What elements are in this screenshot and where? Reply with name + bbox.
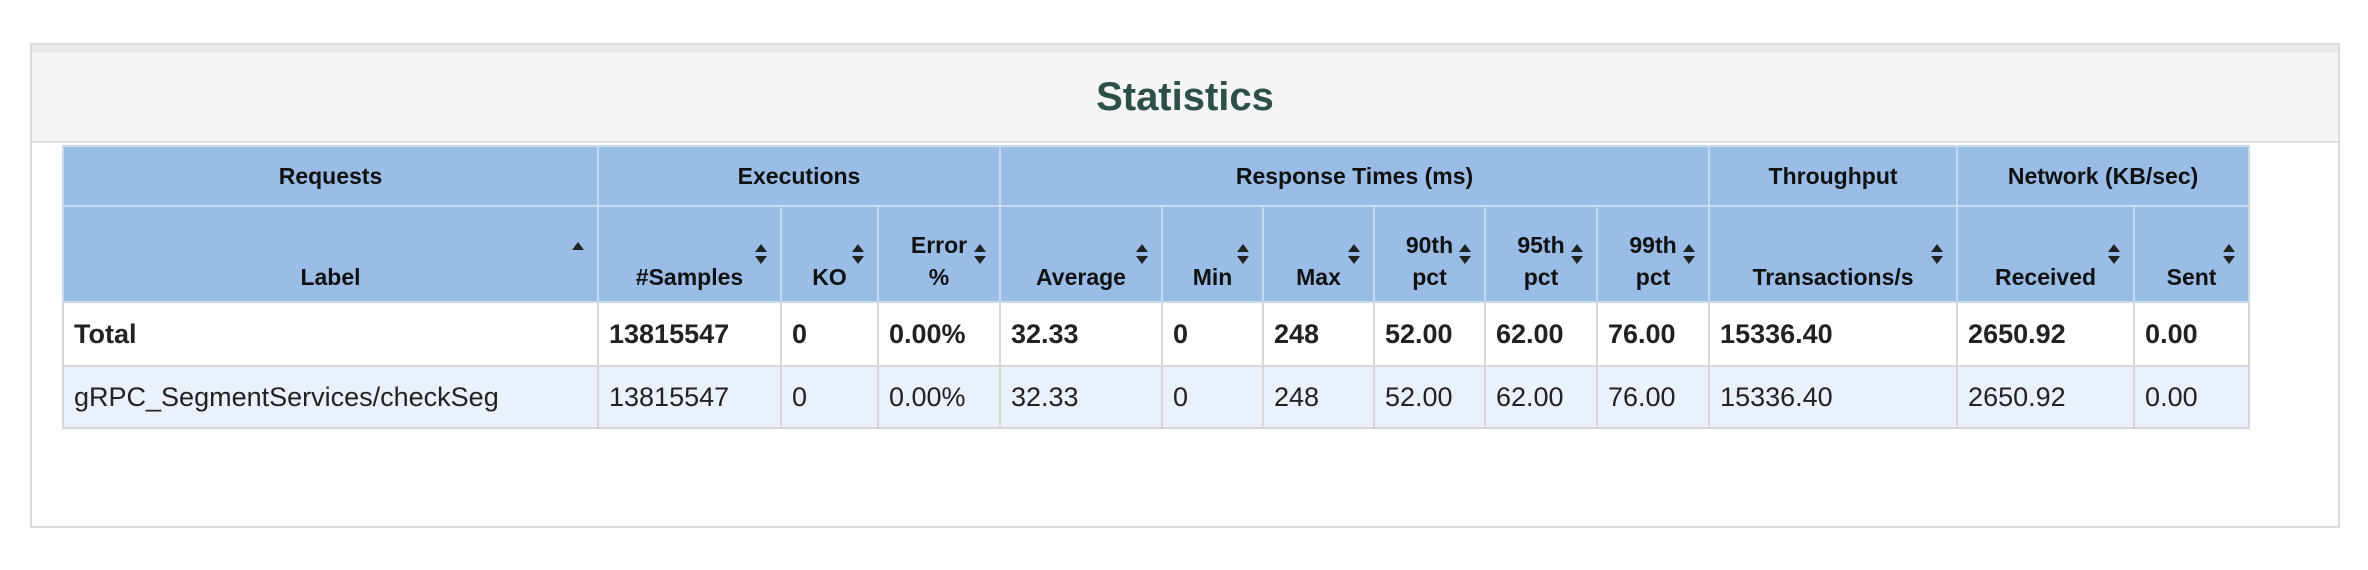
sort-icon <box>974 244 986 264</box>
column-header-label[interactable]: Label <box>62 205 599 303</box>
group-executions: Executions <box>597 145 1001 207</box>
column-header-samples[interactable]: #Samples <box>597 205 782 303</box>
panel-title: Statistics <box>1096 74 1274 119</box>
row-p99: 76.00 <box>1595 365 1711 429</box>
total-label: Total <box>62 301 599 367</box>
total-sent: 0.00 <box>2133 301 2251 367</box>
column-header-transactions[interactable]: Transactions/s <box>1708 205 1959 303</box>
column-header-p99[interactable]: 99th pct <box>1595 205 1711 303</box>
sort-icon <box>1237 244 1249 264</box>
total-p95: 62.00 <box>1484 301 1598 367</box>
row-min: 0 <box>1161 365 1264 429</box>
sort-icon <box>852 244 864 264</box>
panel-header: Statistics <box>32 53 2338 143</box>
column-header-p95[interactable]: 95th pct <box>1484 205 1598 303</box>
row-p95: 62.00 <box>1484 365 1598 429</box>
sort-icon <box>1571 244 1583 264</box>
total-samples: 13815547 <box>597 301 782 367</box>
column-header-ko[interactable]: KO <box>780 205 879 303</box>
column-samples-text: #Samples <box>635 264 744 290</box>
group-header-row: Requests Executions Response Times (ms) … <box>62 145 2251 207</box>
table-row: gRPC_SegmentServices/checkSeg 13815547 0… <box>62 365 2251 429</box>
sort-ascending-icon <box>572 242 584 250</box>
row-max: 248 <box>1262 365 1375 429</box>
total-error: 0.00% <box>877 301 1001 367</box>
column-header-max[interactable]: Max <box>1262 205 1375 303</box>
column-min-text: Min <box>1192 264 1233 290</box>
sort-icon <box>1459 244 1471 264</box>
row-average: 32.33 <box>999 365 1163 429</box>
panel-top-strip <box>32 45 2338 53</box>
total-transactions: 15336.40 <box>1708 301 1959 367</box>
column-max-text: Max <box>1296 264 1341 290</box>
column-p90-text: 90th pct <box>1405 232 1454 290</box>
total-max: 248 <box>1262 301 1375 367</box>
row-samples: 13815547 <box>597 365 782 429</box>
column-header-average[interactable]: Average <box>999 205 1163 303</box>
group-network: Network (KB/sec) <box>1956 145 2251 207</box>
sort-icon <box>755 244 767 264</box>
column-header-sent[interactable]: Sent <box>2133 205 2251 303</box>
statistics-table: Requests Executions Response Times (ms) … <box>62 145 2251 429</box>
sort-icon <box>1348 244 1360 264</box>
column-p99-text: 99th pct <box>1629 232 1677 290</box>
sort-icon <box>1931 244 1944 264</box>
row-transactions: 15336.40 <box>1708 365 1959 429</box>
column-header-min[interactable]: Min <box>1161 205 1264 303</box>
row-ko: 0 <box>780 365 879 429</box>
row-sent: 0.00 <box>2133 365 2251 429</box>
sort-icon <box>2108 244 2121 264</box>
column-p95-text: 95th pct <box>1517 232 1565 290</box>
total-row: Total 13815547 0 0.00% 32.33 0 248 52.00… <box>62 301 2251 367</box>
column-error-text: Error% <box>910 232 968 290</box>
column-header-row: Label #Samples KO Error% Average Min <box>62 205 2251 303</box>
row-label: gRPC_SegmentServices/checkSeg <box>62 365 599 429</box>
sort-icon <box>2223 244 2236 264</box>
column-average-text: Average <box>1036 264 1126 290</box>
column-header-received[interactable]: Received <box>1956 205 2136 303</box>
row-p90: 52.00 <box>1373 365 1486 429</box>
column-label-text: Label <box>300 264 361 290</box>
total-average: 32.33 <box>999 301 1163 367</box>
column-sent-text: Sent <box>2166 264 2217 290</box>
row-received: 2650.92 <box>1956 365 2136 429</box>
column-ko-text: KO <box>812 264 847 290</box>
column-received-text: Received <box>1995 264 2097 290</box>
total-ko: 0 <box>780 301 879 367</box>
row-error: 0.00% <box>877 365 1001 429</box>
column-transactions-text: Transactions/s <box>1752 264 1914 290</box>
sort-icon <box>1136 244 1148 264</box>
sort-icon <box>1683 244 1696 264</box>
total-p99: 76.00 <box>1595 301 1711 367</box>
total-received: 2650.92 <box>1956 301 2136 367</box>
column-header-p90[interactable]: 90th pct <box>1373 205 1486 303</box>
column-header-error[interactable]: Error% <box>877 205 1001 303</box>
group-response-times: Response Times (ms) <box>998 145 1711 207</box>
group-throughput: Throughput <box>1708 145 1959 207</box>
group-requests: Requests <box>62 145 599 207</box>
total-p90: 52.00 <box>1373 301 1486 367</box>
total-min: 0 <box>1161 301 1264 367</box>
